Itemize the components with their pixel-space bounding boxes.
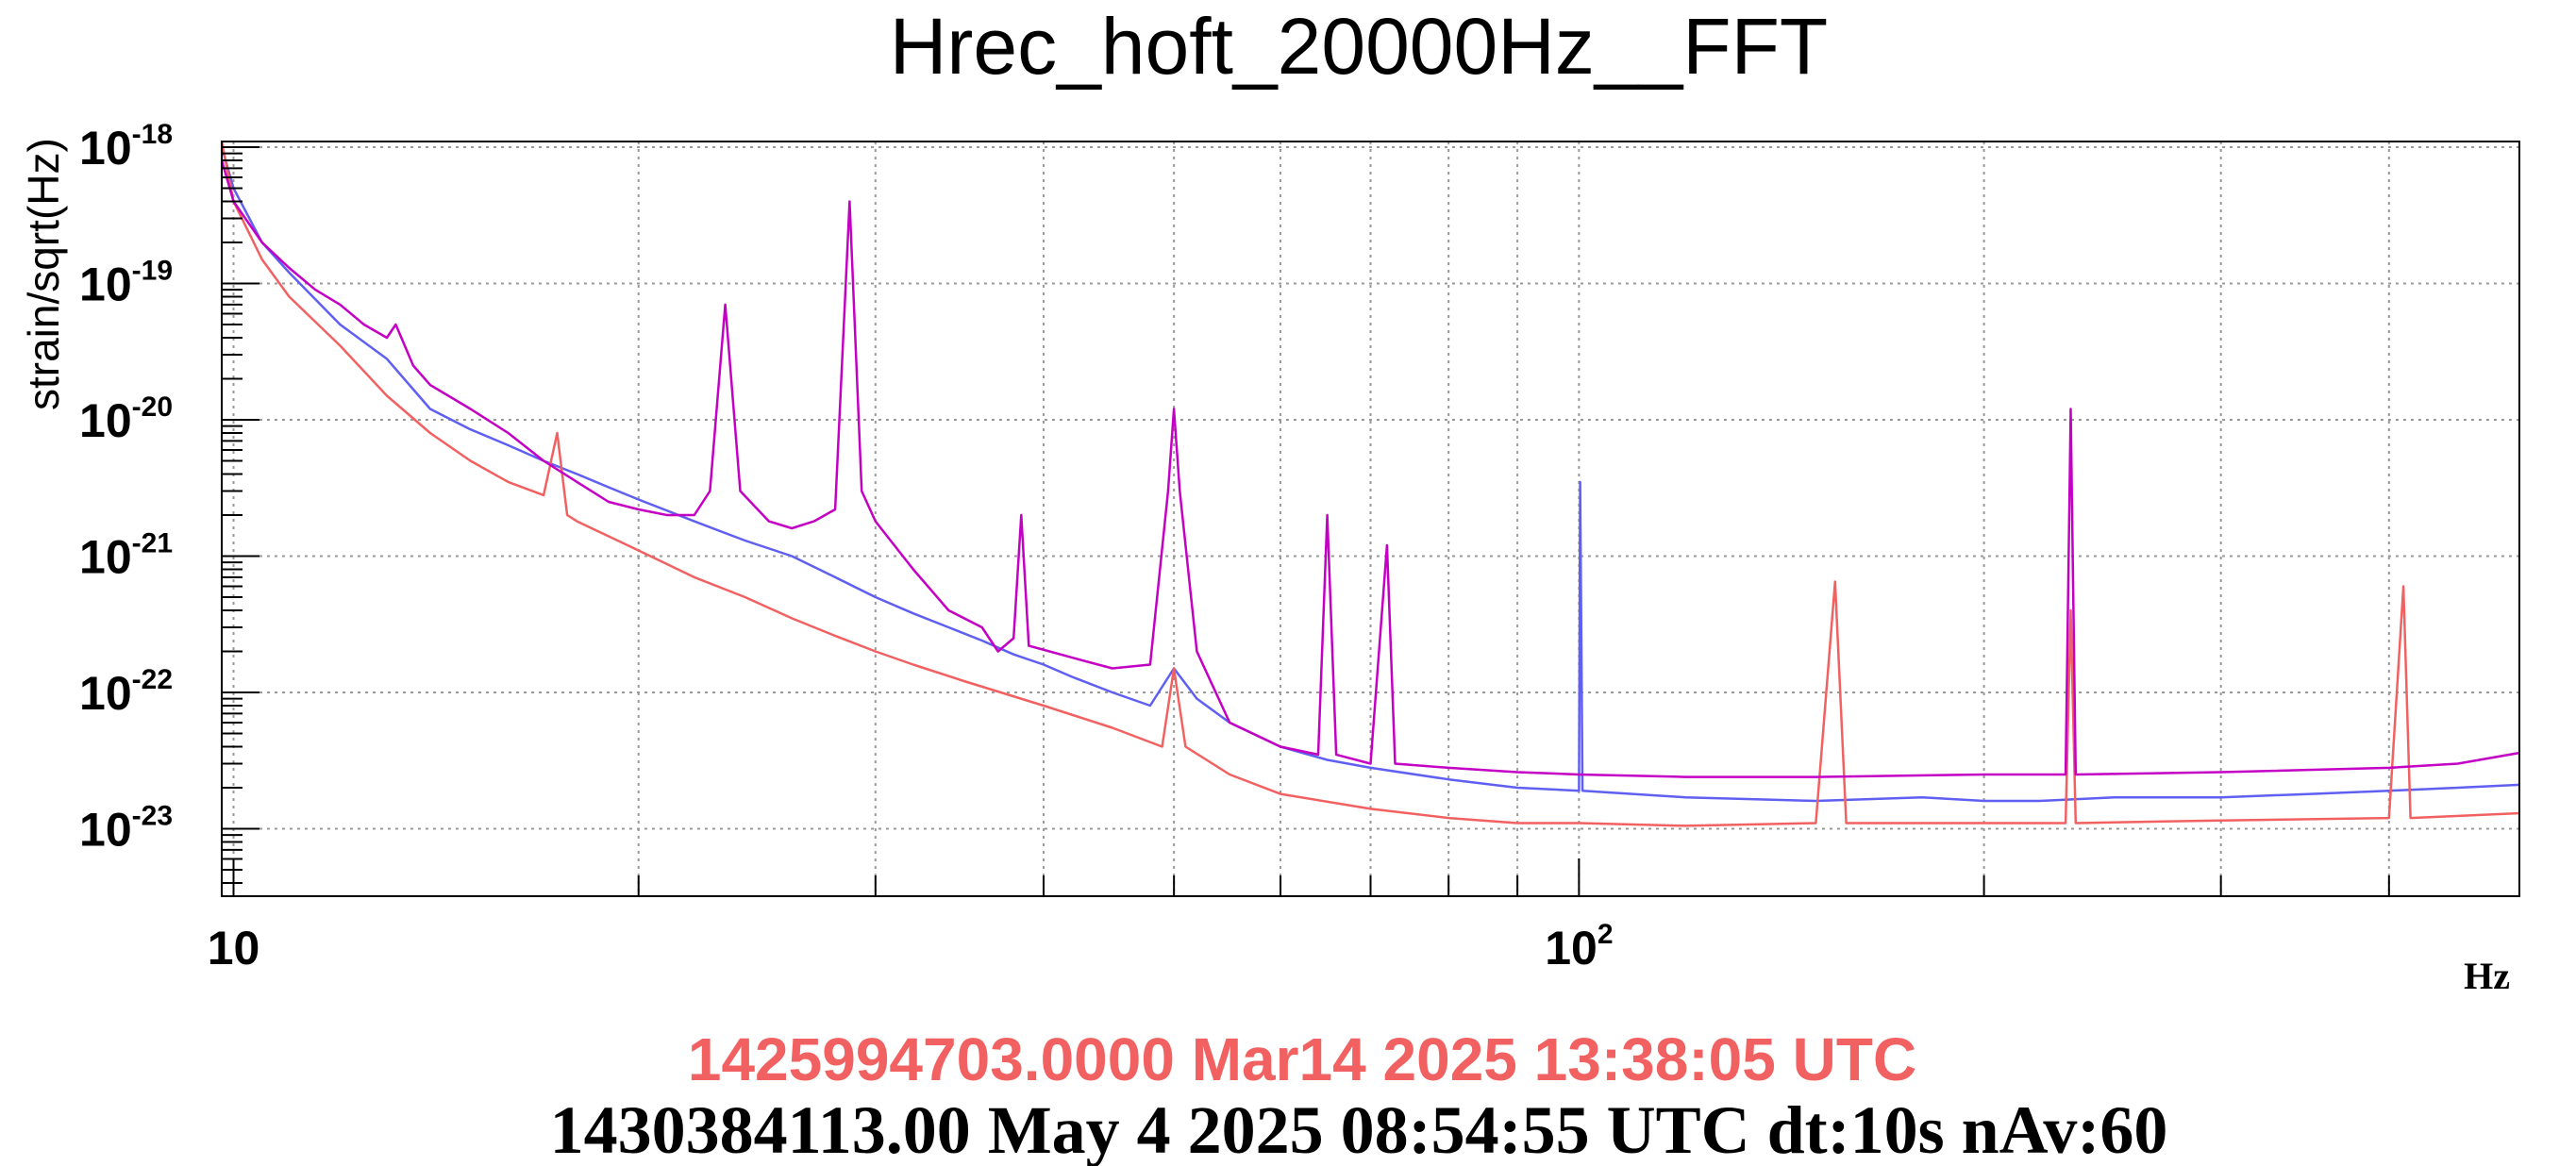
x-tick-label: 102 [1545, 919, 1613, 974]
chart-title: Hrec_hoft_20000Hz__FFT [890, 2, 1829, 91]
reference-timestamp: 1425994703.0000 Mar14 2025 13:38:05 UTC [688, 1025, 1916, 1093]
y-tick-label: 10-20 [79, 391, 173, 447]
series-line-3 [222, 159, 2519, 778]
series-line-2 [222, 142, 2519, 827]
x-tick-label: 10 [208, 922, 260, 974]
y-tick-label: 10-19 [79, 255, 173, 310]
series-line-1 [222, 146, 2519, 803]
grid [222, 142, 2519, 896]
current-timestamp: 1430384113.00 May 4 2025 08:54:55 UTC dt… [550, 1092, 2168, 1166]
x-axis: 10 102 [208, 858, 2520, 974]
y-tick-label: 10-21 [79, 527, 173, 583]
y-axis: 10-18 10-19 10-20 10-21 10-22 10-23 [79, 119, 259, 884]
series-group [222, 142, 2519, 827]
x-axis-unit: Hz [2464, 955, 2510, 997]
y-axis-title: strain/sqrt(Hz) [19, 138, 68, 410]
y-tick-label: 10-22 [79, 664, 173, 720]
y-tick-label: 10-18 [79, 119, 173, 175]
y-tick-label: 10-23 [79, 800, 173, 856]
